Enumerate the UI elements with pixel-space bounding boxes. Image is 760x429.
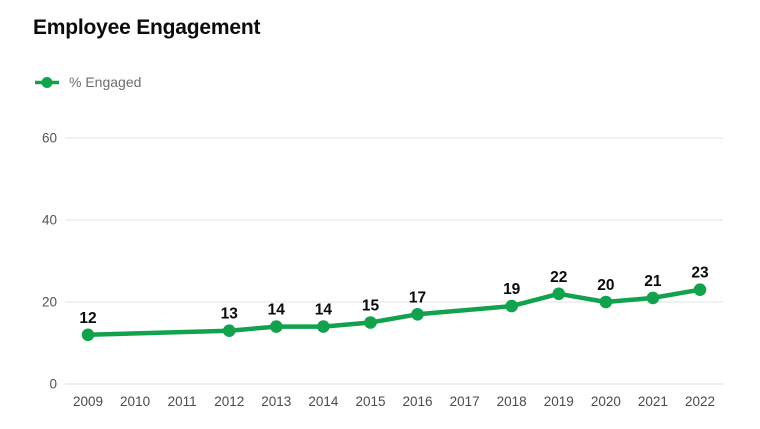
legend-label: % Engaged: [69, 74, 142, 90]
x-tick-label: 2018: [497, 394, 527, 409]
x-tick-label: 2017: [450, 394, 480, 409]
x-tick-label: 2022: [685, 394, 715, 409]
x-tick-label: 2010: [120, 394, 150, 409]
data-point: [317, 320, 330, 333]
x-tick-label: 2020: [591, 394, 621, 409]
legend-line-marker-icon: [35, 76, 59, 88]
data-point: [505, 299, 518, 313]
data-label: 17: [409, 289, 426, 306]
data-point: [411, 308, 424, 321]
data-point: [552, 287, 566, 301]
y-tick-label: 40: [42, 213, 57, 228]
data-point: [646, 291, 660, 305]
x-tick-label: 2009: [73, 394, 103, 409]
data-point: [222, 324, 236, 337]
y-tick-label: 20: [42, 295, 57, 310]
data-label: 13: [221, 306, 239, 323]
x-tick-label: 2021: [638, 394, 668, 409]
y-tick-label: 0: [49, 377, 57, 392]
x-tick-label: 2014: [308, 394, 339, 409]
chart-area: 0 20 40 60 2009 2010 2011 2012 2013 2014 2015 2016 2…: [0, 110, 760, 429]
data-label: 23: [691, 265, 709, 282]
data-point: [81, 328, 95, 342]
data-label: 22: [550, 269, 567, 286]
data-label: 21: [644, 273, 662, 290]
data-point: [693, 283, 707, 296]
legend: % Engaged: [34, 74, 141, 90]
data-label: 14: [268, 302, 286, 319]
x-tick-label: 2012: [214, 394, 244, 409]
data-label: 14: [315, 302, 333, 319]
x-tick-label: 2019: [544, 394, 574, 409]
data-label: 19: [503, 281, 521, 298]
data-point: [364, 316, 377, 329]
x-tick-label: 2011: [168, 394, 197, 409]
chart-title: Employee Engagement: [33, 16, 261, 39]
data-label: 12: [79, 310, 96, 327]
x-tick-label: 2015: [355, 394, 385, 409]
y-tick-label: 60: [42, 131, 57, 146]
data-label: 20: [597, 277, 614, 294]
x-tick-label: 2016: [403, 394, 433, 409]
data-point: [599, 295, 613, 309]
x-tick-label: 2013: [261, 394, 291, 409]
data-point: [270, 320, 283, 333]
data-label: 15: [362, 298, 380, 315]
